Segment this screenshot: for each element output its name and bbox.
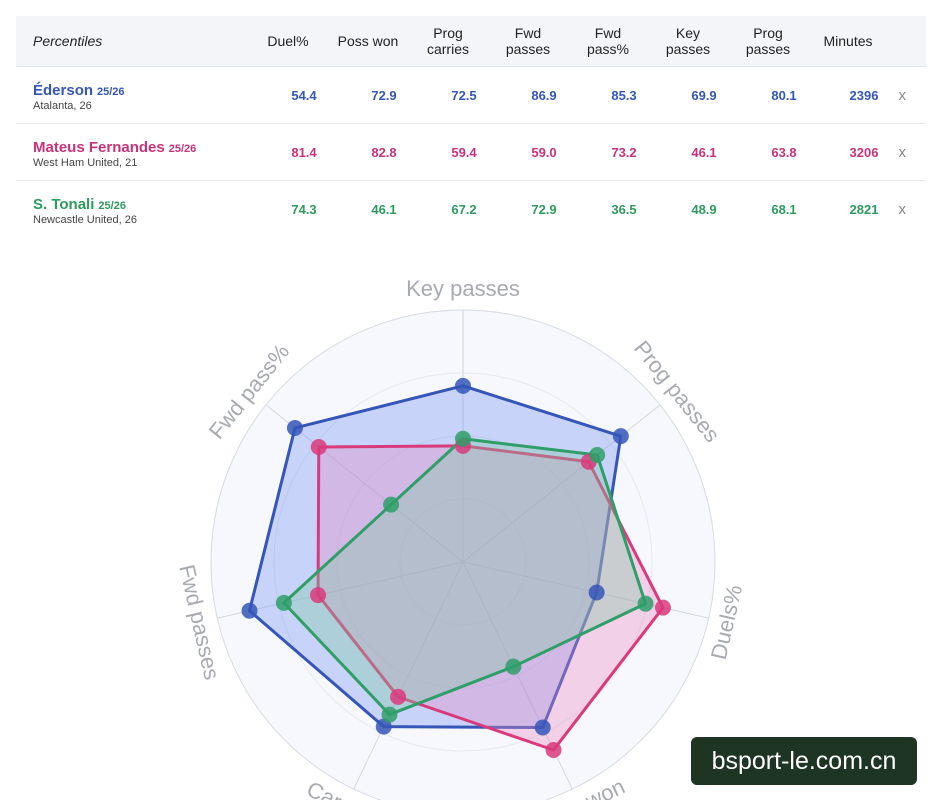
table-header: Percentiles Duel% Poss won Prog carries … (16, 16, 926, 67)
radar-point-1-6 (310, 438, 327, 455)
radar-point-2-5 (275, 594, 292, 611)
radar-series-2 (282, 437, 648, 717)
player-row-mateus-fernandes: Mateus Fernandes 25/26 West Ham United, 2… (16, 124, 926, 181)
player-info: Mateus Fernandes 25/26 West Ham United, 2… (33, 139, 197, 170)
value-prog-carries: 59.4 (451, 144, 477, 160)
value-duel-pct: 74.3 (291, 201, 317, 217)
radar-point-0-0 (455, 377, 471, 394)
header-key-passes[interactable]: Key passes (665, 25, 711, 57)
percentiles-table: Percentiles Duel% Poss won Prog carries … (16, 16, 926, 237)
player-season: 25/26 (98, 200, 126, 212)
radar-point-1-4 (390, 688, 407, 705)
value-prog-passes: 68.1 (771, 201, 797, 217)
value-key-passes: 48.9 (691, 201, 717, 217)
value-minutes: 3206 (849, 144, 879, 160)
radar-axis-line (217, 561, 464, 619)
header-poss-won[interactable]: Poss won (337, 33, 399, 49)
radar-series-1 (316, 444, 665, 752)
value-fwd-passes: 72.9 (531, 201, 557, 217)
value-prog-passes: 63.8 (771, 144, 797, 160)
header-duel-pct[interactable]: Duel% (267, 33, 309, 49)
remove-player-button[interactable]: x (898, 143, 907, 161)
radar-point-0-2 (588, 584, 605, 601)
radar-point-1-2 (654, 599, 671, 616)
value-fwd-pass-pct: 73.2 (611, 144, 637, 160)
value-duel-pct: 81.4 (291, 144, 317, 160)
player-name[interactable]: Mateus Fernandes (33, 139, 165, 156)
radar-axis-label: Key passes (406, 276, 520, 301)
radar-point-2-4 (381, 706, 398, 723)
radar-axis-line (353, 561, 464, 790)
radar-point-2-0 (455, 430, 471, 447)
player-club: West Ham United, 21 (33, 157, 138, 169)
radar-series-0 (248, 384, 623, 730)
value-poss-won: 72.9 (371, 87, 397, 103)
radar-point-0-1 (612, 428, 629, 445)
value-prog-passes: 80.1 (771, 87, 797, 103)
value-prog-carries: 72.5 (451, 87, 477, 103)
remove-player-button[interactable]: x (898, 86, 907, 104)
player-club: Atalanta, 26 (33, 100, 92, 112)
player-name[interactable]: S. Tonali (33, 196, 95, 213)
radar-point-0-4 (375, 718, 392, 735)
value-fwd-passes: 86.9 (531, 87, 557, 103)
value-fwd-passes: 59.0 (531, 144, 557, 160)
radar-point-0-6 (286, 419, 303, 436)
value-fwd-pass-pct: 85.3 (611, 87, 637, 103)
player-season: 25/26 (97, 86, 125, 98)
header-minutes[interactable]: Minutes (823, 33, 873, 49)
player-club: Newcastle United, 26 (33, 214, 137, 226)
value-duel-pct: 54.4 (291, 87, 317, 103)
radar-point-1-3 (545, 741, 562, 758)
radar-point-1-5 (310, 587, 327, 604)
player-info: Éderson 25/26 Atalanta, 26 (33, 82, 125, 113)
watermark: bsport-le.com.cn (691, 737, 917, 785)
header-percentiles: Percentiles (33, 33, 103, 49)
value-minutes: 2396 (849, 87, 879, 103)
value-key-passes: 69.9 (691, 87, 717, 103)
value-poss-won: 82.8 (371, 144, 397, 160)
value-prog-carries: 67.2 (451, 201, 477, 217)
player-row-ederson: Éderson 25/26 Atalanta, 26 54.4 72.9 72.5… (16, 67, 926, 124)
radar-point-2-2 (637, 595, 654, 612)
radar-point-0-3 (534, 719, 551, 736)
radar-point-0-5 (241, 602, 258, 619)
player-row-tonali: S. Tonali 25/26 Newcastle United, 26 74.3… (16, 181, 926, 237)
value-minutes: 2821 (849, 201, 879, 217)
radar-point-2-1 (589, 447, 606, 464)
header-prog-passes[interactable]: Prog passes (745, 25, 791, 57)
player-season: 25/26 (168, 143, 197, 155)
value-key-passes: 46.1 (691, 144, 717, 160)
radar-axis-line (462, 404, 661, 563)
value-fwd-pass-pct: 36.5 (611, 201, 637, 217)
header-fwd-passes[interactable]: Fwd passes (505, 25, 551, 57)
header-fwd-pass-pct[interactable]: Fwd pass% (586, 25, 630, 57)
radar-point-2-6 (383, 496, 400, 513)
remove-player-button[interactable]: x (898, 200, 907, 218)
radar-point-2-3 (505, 658, 522, 675)
header-prog-carries[interactable]: Prog carries (426, 25, 469, 57)
player-info: S. Tonali 25/26 Newcastle United, 26 (33, 196, 137, 227)
player-name[interactable]: Éderson (33, 82, 94, 99)
value-poss-won: 46.1 (371, 201, 397, 217)
